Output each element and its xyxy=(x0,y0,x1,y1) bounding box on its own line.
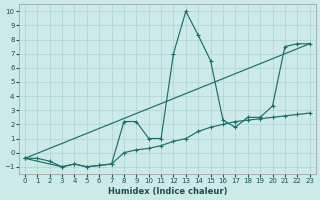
X-axis label: Humidex (Indice chaleur): Humidex (Indice chaleur) xyxy=(108,187,227,196)
